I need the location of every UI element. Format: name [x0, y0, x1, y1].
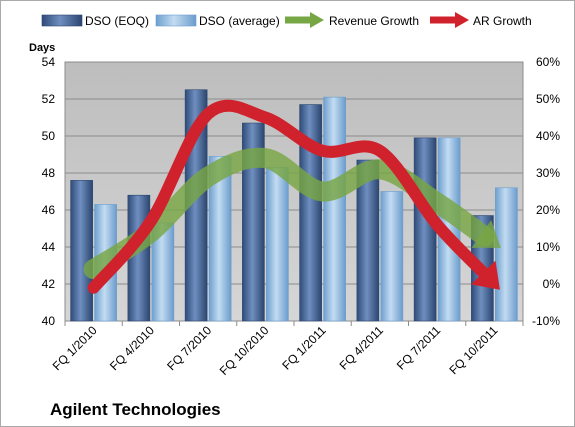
arrowhead-revenue-growth [471, 220, 501, 248]
x-tick-label: FQ 1/2010 [50, 323, 100, 373]
y-left-tick-label: 46 [42, 203, 56, 217]
bar-dso-eoq-fq-4-2011 [356, 159, 380, 322]
x-tick-label: FQ 7/2010 [164, 323, 214, 373]
y-axis-right: 60% 50% 40% 30% 20% 10% 0% -10% [532, 55, 560, 328]
bar-dso-average-fq-10-2010 [266, 167, 289, 322]
legend-item-dso-average: DSO (average) [155, 14, 280, 28]
line-ar-growth [87, 99, 493, 294]
legend-arrowhead-ar-growth [455, 12, 469, 28]
legend: DSO (EOQ) DSO (average) Revenue Growth A… [41, 12, 532, 28]
x-tick-label: FQ 4/2011 [337, 323, 387, 373]
y-right-tick-label: 50% [536, 92, 560, 106]
bar-dso-average-fq-1-2011 [323, 96, 346, 322]
x-tick-label: FQ 10/2010 [217, 323, 272, 378]
y-left-tick-label: 48 [42, 166, 56, 180]
y-left-tick-label: 52 [42, 92, 56, 106]
x-tick-label: FQ 4/2010 [107, 323, 157, 373]
bar-dso-eoq-fq-4-2010 [127, 194, 151, 322]
legend-swatch-dso-average [155, 14, 197, 27]
y-left-tick-label: 54 [42, 55, 56, 69]
y-axis-title: Days [29, 42, 55, 54]
x-tick-label: FQ 10/2011 [446, 323, 500, 377]
y-right-tick-label: 0% [543, 277, 561, 291]
bar-dso-average-fq-7-2010 [208, 156, 232, 322]
bar-dso-eoq-fq-1-2010 [70, 180, 93, 322]
legend-swatch-dso-eoq [41, 14, 83, 27]
y-right-tick-label: -10% [532, 314, 560, 328]
legend-label-dso-eoq: DSO (EOQ) [85, 14, 149, 28]
bar-dso-average-fq-10-2011 [495, 187, 518, 322]
legend-item-ar-growth: AR Growth [430, 12, 532, 28]
legend-label-dso-average: DSO (average) [199, 14, 280, 28]
y-right-tick-label: 30% [536, 166, 560, 180]
y-left-tick-label: 50 [42, 129, 56, 143]
y-axis-left: 54 52 50 48 46 44 42 40 [42, 55, 56, 328]
legend-arrowhead-revenue-growth [310, 12, 324, 28]
arrowhead-ar-growth [471, 260, 500, 290]
line-revenue-growth [83, 147, 495, 280]
legend-label-ar-growth: AR Growth [473, 14, 532, 28]
y-left-tick-label: 40 [42, 314, 56, 328]
y-left-tick-label: 44 [42, 240, 56, 254]
growth-lines [83, 99, 501, 294]
legend-item-dso-eoq: DSO (EOQ) [41, 14, 149, 28]
bar-dso-average-fq-4-2011 [380, 191, 404, 322]
y-right-tick-label: 40% [536, 129, 560, 143]
x-tick-label: FQ 7/2011 [394, 323, 444, 373]
bar-dso-eoq-fq-1-2011 [299, 104, 322, 322]
x-axis: FQ 1/2010 FQ 4/2010 FQ 7/2010 FQ 10/2010 FQ … [50, 321, 524, 378]
bar-dso-eoq-fq-10-2010 [242, 122, 265, 322]
y-right-tick-label: 20% [536, 203, 560, 217]
bar-dso-eoq-fq-7-2011 [413, 137, 437, 322]
y-left-tick-label: 42 [42, 277, 56, 291]
company-name: Agilent Technologies [50, 400, 221, 419]
x-tick-label: FQ 1/2011 [279, 323, 329, 373]
legend-label-revenue-growth: Revenue Growth [329, 14, 419, 28]
y-right-tick-label: 10% [536, 240, 560, 254]
y-right-tick-label: 60% [536, 55, 560, 69]
legend-item-revenue-growth: Revenue Growth [285, 12, 419, 28]
